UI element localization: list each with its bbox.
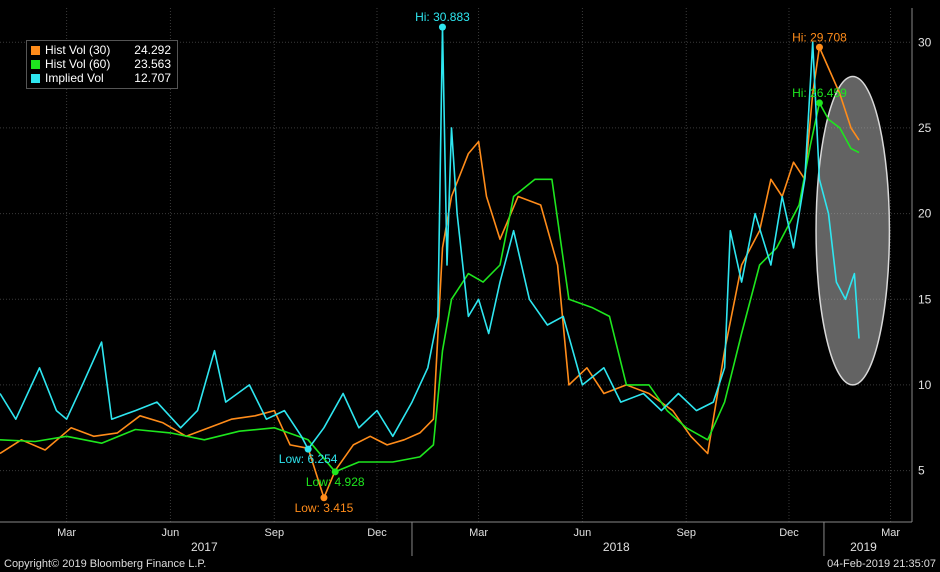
legend-label: Implied Vol — [45, 71, 104, 85]
annotation-label: Hi: 30.883 — [415, 10, 470, 24]
y-tick-label: 20 — [918, 207, 932, 221]
x-tick-label: Dec — [779, 527, 799, 539]
y-tick-label: 25 — [918, 121, 932, 135]
legend-item-hv30: Hist Vol (30) 24.292 — [31, 43, 171, 57]
x-tick-label: Mar — [57, 527, 76, 539]
annotation-marker — [304, 445, 312, 453]
legend-item-implied: Implied Vol 12.707 — [31, 71, 171, 85]
annotation-marker — [438, 23, 446, 31]
y-tick-label: 10 — [918, 378, 932, 392]
copyright-text: Copyright© 2019 Bloomberg Finance L.P. — [4, 558, 207, 570]
annotation-label: Hi: 26.459 — [792, 86, 847, 100]
annotation-marker — [815, 99, 823, 107]
x-tick-label: Jun — [574, 527, 592, 539]
legend-swatch-hv60 — [31, 59, 40, 69]
year-label: 2019 — [850, 540, 877, 554]
x-tick-label: Mar — [881, 527, 900, 539]
legend: Hist Vol (30) 24.292 Hist Vol (60) 23.56… — [26, 40, 178, 89]
annotation-label: Low: 4.928 — [306, 475, 365, 489]
highlight-ellipse — [815, 75, 891, 386]
annotation-marker — [815, 43, 823, 51]
x-tick-label: Jun — [162, 527, 180, 539]
y-tick-label: 30 — [918, 35, 932, 49]
x-tick-label: Sep — [264, 527, 284, 539]
annotation-label: Low: 3.415 — [295, 501, 354, 515]
legend-label: Hist Vol (30) — [45, 43, 111, 57]
annotation-label: Hi: 29.708 — [792, 30, 847, 44]
x-tick-label: Mar — [469, 527, 488, 539]
annotation-marker — [331, 468, 339, 476]
year-label: 2018 — [603, 540, 630, 554]
legend-value: 24.292 — [134, 43, 171, 57]
series-line-0 — [0, 46, 860, 499]
y-tick-label: 5 — [918, 464, 925, 478]
y-tick-label: 15 — [918, 292, 932, 306]
year-label: 2017 — [191, 540, 218, 554]
annotation-label: Low: 6.254 — [279, 452, 338, 466]
series-line-1 — [0, 102, 860, 473]
x-tick-label: Sep — [676, 527, 696, 539]
legend-value: 23.563 — [134, 57, 171, 71]
annotation-marker — [320, 494, 328, 502]
legend-swatch-implied — [31, 73, 40, 83]
legend-swatch-hv30 — [31, 45, 40, 55]
legend-value: 12.707 — [134, 71, 171, 85]
legend-label: Hist Vol (60) — [45, 57, 111, 71]
timestamp-text: 04-Feb-2019 21:35:07 — [827, 558, 936, 570]
x-tick-label: Dec — [367, 527, 387, 539]
series-line-2 — [0, 26, 860, 450]
legend-item-hv60: Hist Vol (60) 23.563 — [31, 57, 171, 71]
